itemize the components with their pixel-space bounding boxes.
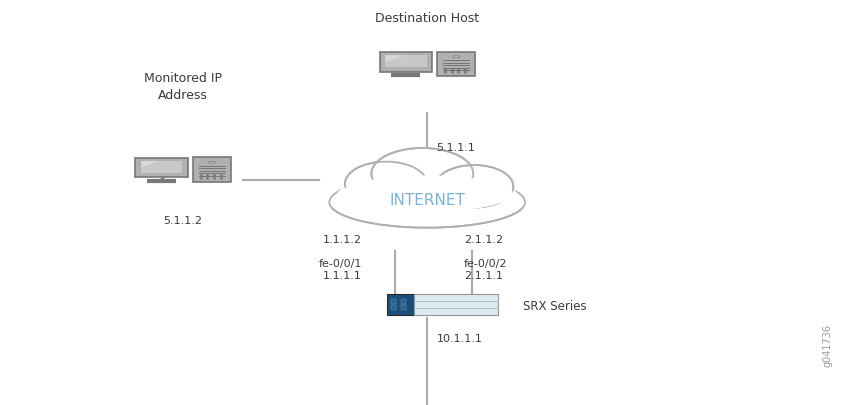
Text: Monitored IP
Address: Monitored IP Address <box>144 72 222 102</box>
FancyBboxPatch shape <box>141 162 182 173</box>
Text: fe-0/0/1
1.1.1.1: fe-0/0/1 1.1.1.1 <box>318 258 362 281</box>
FancyBboxPatch shape <box>401 305 406 310</box>
Ellipse shape <box>345 162 427 207</box>
Text: g041736: g041736 <box>822 323 832 366</box>
Ellipse shape <box>337 175 517 217</box>
Ellipse shape <box>329 177 525 228</box>
Ellipse shape <box>371 149 473 200</box>
FancyBboxPatch shape <box>401 299 406 304</box>
FancyBboxPatch shape <box>193 158 231 182</box>
Ellipse shape <box>208 162 215 164</box>
Text: 5.1.1.2: 5.1.1.2 <box>163 216 203 226</box>
Text: SRX Series: SRX Series <box>523 299 587 312</box>
Polygon shape <box>386 56 404 63</box>
Ellipse shape <box>435 166 513 208</box>
FancyBboxPatch shape <box>391 305 396 310</box>
FancyBboxPatch shape <box>437 53 475 77</box>
FancyBboxPatch shape <box>387 294 414 315</box>
Text: 2.1.1.2: 2.1.1.2 <box>464 234 503 244</box>
Text: INTERNET: INTERNET <box>389 193 465 208</box>
Ellipse shape <box>341 176 513 212</box>
Text: Destination Host: Destination Host <box>375 12 479 25</box>
Text: 5.1.1.1: 5.1.1.1 <box>437 143 476 153</box>
FancyBboxPatch shape <box>391 299 396 304</box>
Text: fe-0/0/2
2.1.1.1: fe-0/0/2 2.1.1.1 <box>464 258 507 281</box>
FancyBboxPatch shape <box>414 294 498 315</box>
Text: 10.1.1.1: 10.1.1.1 <box>437 333 483 343</box>
Text: 1.1.1.2: 1.1.1.2 <box>323 234 362 244</box>
Polygon shape <box>141 162 160 168</box>
Ellipse shape <box>453 57 460 58</box>
FancyBboxPatch shape <box>135 158 188 178</box>
FancyBboxPatch shape <box>380 53 432 72</box>
FancyBboxPatch shape <box>386 56 426 68</box>
